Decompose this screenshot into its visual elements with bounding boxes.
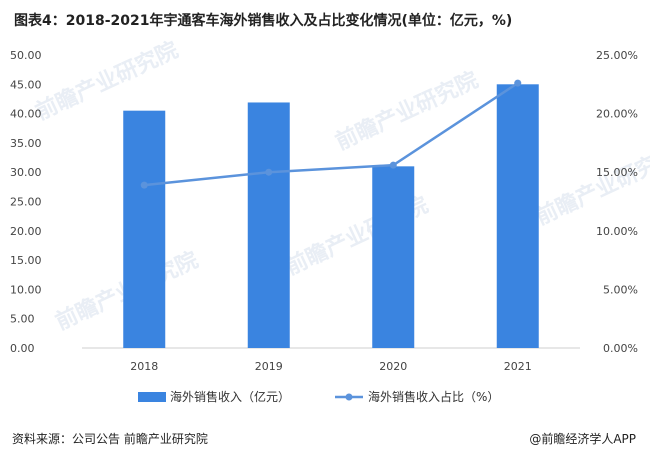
line-point <box>514 79 522 87</box>
right-tick-label: 10.00% <box>596 225 638 238</box>
left-axis: 0.00 5.00 10.00 15.00 20.00 25.00 30.00 35.00 40… <box>10 49 42 355</box>
bar <box>372 166 415 348</box>
left-tick-label: 35.00 <box>10 137 42 150</box>
line-point <box>140 181 148 189</box>
legend-line-marker <box>345 393 353 401</box>
line-point <box>389 161 397 169</box>
x-tick-label: 2020 <box>379 360 407 373</box>
left-tick-label: 25.00 <box>10 196 42 209</box>
line-series <box>140 79 522 189</box>
left-tick-label: 45.00 <box>10 78 42 91</box>
left-tick-label: 15.00 <box>10 254 42 267</box>
legend: 海外销售收入（亿元） 海外销售收入占比（%） <box>138 389 499 404</box>
source-note: 资料来源：公司公告 前瞻产业研究院 <box>12 432 208 446</box>
right-tick-label: 25.00% <box>596 49 638 62</box>
bar <box>496 84 539 349</box>
x-tick-label: 2021 <box>504 360 532 373</box>
legend-bar-swatch <box>138 392 166 402</box>
line-point <box>265 168 273 176</box>
legend-line-label: 海外销售收入占比（%） <box>368 389 499 404</box>
left-tick-label: 30.00 <box>10 166 42 179</box>
bar <box>123 110 166 348</box>
line-path <box>144 82 519 187</box>
left-tick-label: 20.00 <box>10 225 42 238</box>
right-tick-label: 20.00% <box>596 108 638 121</box>
x-axis: 2018 2019 2020 2021 <box>130 360 532 373</box>
brand-credit: @前瞻经济学人APP <box>529 432 636 446</box>
left-tick-label: 5.00 <box>10 313 35 326</box>
right-tick-label: 15.00% <box>596 166 638 179</box>
left-tick-label: 10.00 <box>10 283 42 296</box>
watermark-text: 前瞻产业研究院 <box>532 142 650 231</box>
legend-bar-label: 海外销售收入（亿元） <box>170 389 290 404</box>
watermark-text: 前瞻产业研究院 <box>332 67 483 156</box>
left-tick-label: 0.00 <box>10 342 35 355</box>
left-tick-label: 40.00 <box>10 108 42 121</box>
right-tick-label: 5.00% <box>603 283 638 296</box>
chart-title: 图表4：2018-2021年宇通客车海外销售收入及占比变化情况(单位：亿元，%) <box>14 13 513 29</box>
x-tick-label: 2018 <box>130 360 158 373</box>
x-tick-label: 2019 <box>255 360 283 373</box>
right-axis: 0.00% 5.00% 10.00% 15.00% 20.00% 25.00% <box>596 49 638 355</box>
bar-series <box>123 84 539 349</box>
left-tick-label: 50.00 <box>10 49 42 62</box>
bar <box>247 102 290 348</box>
right-tick-label: 0.00% <box>603 342 638 355</box>
